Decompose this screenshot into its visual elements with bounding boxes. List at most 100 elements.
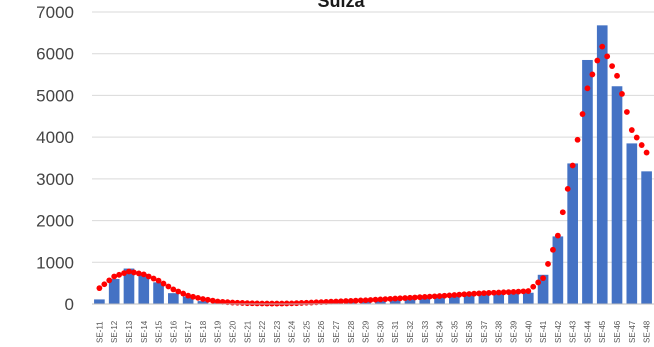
trend-point xyxy=(165,283,172,290)
trend-point xyxy=(155,277,162,284)
trend-point xyxy=(426,293,433,300)
bar xyxy=(567,163,578,304)
trend-point xyxy=(446,292,453,299)
trend-point xyxy=(160,280,167,287)
trend-point xyxy=(377,296,384,303)
trend-point xyxy=(633,134,640,141)
trend-point xyxy=(372,296,379,303)
trend-point xyxy=(298,300,305,306)
trend-point xyxy=(293,300,300,307)
x-tick-label: SE-47 xyxy=(628,320,637,343)
trend-point xyxy=(308,299,315,306)
x-tick-label: SE-44 xyxy=(583,320,592,343)
x-tick-label: SE-46 xyxy=(613,320,622,343)
bar xyxy=(537,274,549,304)
trend-point xyxy=(638,142,645,148)
trend-point xyxy=(614,72,620,79)
bar xyxy=(552,236,564,304)
trend-point xyxy=(283,300,290,307)
x-tick-label: SE-14 xyxy=(140,320,149,343)
x-tick-label: SE-19 xyxy=(214,320,223,343)
trend-point xyxy=(323,299,330,305)
trend-point xyxy=(131,269,137,276)
trend-point xyxy=(574,136,581,143)
trend-point xyxy=(476,290,482,297)
trend-point xyxy=(96,285,103,292)
trend-point xyxy=(234,299,241,306)
trend-point xyxy=(145,273,152,280)
bar xyxy=(182,296,194,304)
trend-point xyxy=(525,288,532,294)
x-tick-label: SE-26 xyxy=(317,320,326,343)
x-tick-label: SE-33 xyxy=(421,320,430,343)
bar xyxy=(108,278,120,304)
trend-point xyxy=(500,289,507,296)
trend-point xyxy=(397,295,404,302)
bar xyxy=(94,299,105,304)
x-tick-label: SE-28 xyxy=(347,320,356,343)
trend-point xyxy=(328,298,334,305)
trend-point xyxy=(347,297,354,304)
trend-point xyxy=(175,288,182,295)
trend-point xyxy=(254,300,261,307)
trend-point xyxy=(584,85,591,92)
trend-point xyxy=(101,281,108,288)
y-tick-label: 5000 xyxy=(36,86,74,105)
trend-point xyxy=(362,297,369,304)
dotted-line-series xyxy=(96,43,650,307)
trend-point xyxy=(387,295,394,302)
trend-point xyxy=(589,71,596,78)
trend-point xyxy=(140,271,147,278)
trend-point xyxy=(505,289,512,296)
trend-point xyxy=(209,297,216,304)
trend-point xyxy=(121,270,127,277)
trend-point xyxy=(490,289,497,296)
trend-point xyxy=(111,273,118,280)
trend-point xyxy=(540,275,546,282)
bar xyxy=(478,293,490,304)
trend-point xyxy=(604,53,611,60)
trend-point xyxy=(416,294,423,301)
x-tick-label: SE-17 xyxy=(184,320,193,343)
trend-point xyxy=(515,288,522,295)
trend-point xyxy=(126,268,132,275)
y-tick-label: 2000 xyxy=(36,212,74,231)
trend-point xyxy=(244,300,251,307)
y-tick-label: 6000 xyxy=(36,45,74,64)
x-tick-label: SE-43 xyxy=(569,320,578,343)
x-tick-label: SE-30 xyxy=(376,320,385,343)
trend-point xyxy=(214,298,221,305)
trend-point xyxy=(554,232,561,239)
bar xyxy=(153,282,164,304)
bar xyxy=(522,292,534,304)
trend-point xyxy=(229,299,236,306)
x-tick-label: SE-13 xyxy=(125,320,134,343)
x-tick-label: SE-31 xyxy=(391,320,400,343)
x-tick-label: SE-40 xyxy=(524,320,533,343)
y-tick-label: 4000 xyxy=(36,128,74,147)
bar xyxy=(611,86,623,304)
x-tick-label: SE-22 xyxy=(258,320,267,343)
x-tick-label: SE-36 xyxy=(465,320,474,343)
x-tick-label: SE-42 xyxy=(554,320,563,343)
bar xyxy=(596,25,608,304)
y-tick-label: 3000 xyxy=(36,170,74,189)
trend-point xyxy=(367,297,374,303)
trend-point xyxy=(441,292,448,299)
x-tick-label: SE-20 xyxy=(229,320,238,343)
x-tick-label: SE-34 xyxy=(436,320,445,343)
x-tick-label: SE-37 xyxy=(480,320,489,343)
trend-point xyxy=(559,209,566,216)
trend-point xyxy=(249,300,256,307)
trend-point xyxy=(461,291,468,298)
trend-point xyxy=(628,127,635,133)
trend-point xyxy=(135,270,142,277)
x-tick-label: SE-29 xyxy=(362,320,371,343)
bar xyxy=(168,293,179,304)
trend-point xyxy=(579,111,586,117)
x-tick-label: SE-48 xyxy=(643,320,652,343)
y-tick-label: 0 xyxy=(65,295,74,314)
bar xyxy=(404,298,416,304)
trend-point xyxy=(382,296,389,303)
trend-point xyxy=(481,290,487,297)
